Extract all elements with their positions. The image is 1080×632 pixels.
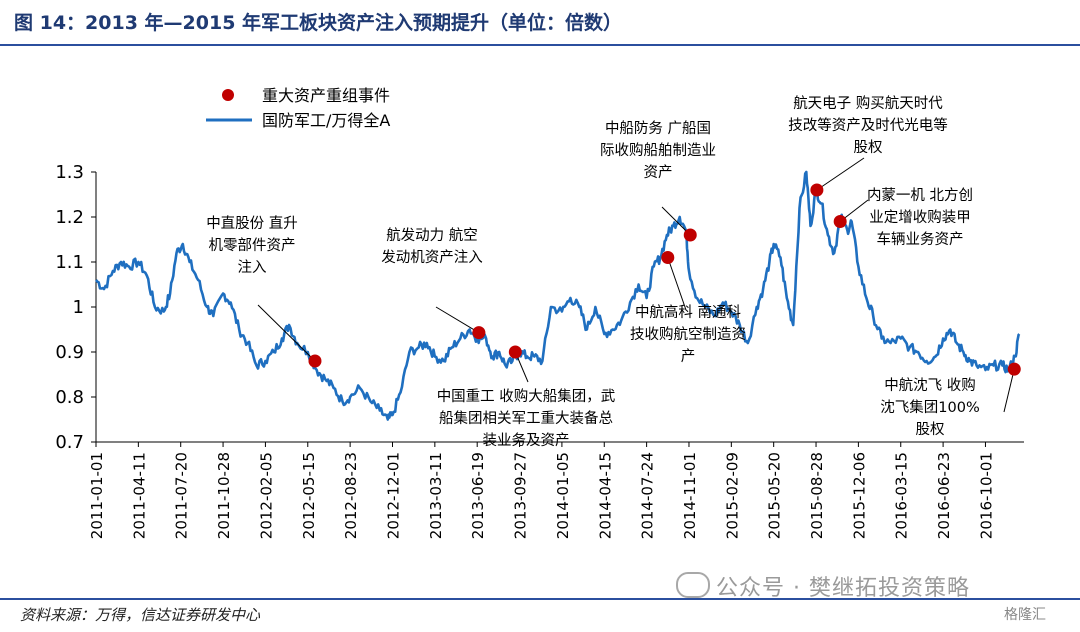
x-tick-label: 2014-11-01 xyxy=(681,452,699,539)
y-tick-label: 0.8 xyxy=(55,387,84,408)
y-tick-label: 0.7 xyxy=(55,432,84,453)
event-annotation-line: 机零部件资产 xyxy=(209,237,296,254)
x-tick-label: 2015-02-09 xyxy=(723,452,741,539)
watermark: 公众号 · 樊继拓投资策略 xyxy=(676,570,970,602)
event-annotation-line: 内蒙一机 北方创 xyxy=(867,187,973,204)
event-annotation-line: 股权 xyxy=(916,421,945,438)
footer-rule xyxy=(0,598,1080,600)
event-annotation-line: 发动机资产注入 xyxy=(381,249,483,266)
event-marker xyxy=(683,228,697,242)
event-annotation-line: 装业务及资产 xyxy=(483,432,570,449)
y-axis-ticks: 1.3 1.2 1.1 1 0.9 0.8 0.7 xyxy=(55,162,96,453)
legend-event-marker xyxy=(222,89,234,101)
x-axis-ticks: 2011-01-01 2011-04-11 2011-07-20 2011-10-28… xyxy=(88,442,995,539)
annotation-leader-line xyxy=(816,157,865,191)
event-marker xyxy=(661,251,675,264)
event-annotation-line: 中航高科 南通科 xyxy=(635,304,741,321)
event-annotation-line: 中国重工 收购大船集团，武 xyxy=(437,388,616,405)
x-tick-label: 2013-03-11 xyxy=(427,452,445,539)
y-tick-label: 1.1 xyxy=(55,252,84,273)
wechat-icon xyxy=(676,572,710,598)
event-annotation-line: 中航沈飞 收购 xyxy=(884,377,976,394)
x-tick-label: 2015-12-06 xyxy=(850,452,868,539)
series-line xyxy=(94,170,1021,421)
x-tick-label: 2015-05-20 xyxy=(766,452,784,539)
event-marker xyxy=(472,326,486,340)
y-tick-label: 1 xyxy=(73,297,84,318)
event-marker xyxy=(810,183,824,197)
annotation-leader-line xyxy=(661,206,691,236)
annotation-leader-line xyxy=(1003,368,1015,413)
event-annotation-line: 船集团相关军工重大装备总 xyxy=(439,410,613,427)
legend-event-label: 重大资产重组事件 xyxy=(262,86,390,105)
y-tick-label: 0.9 xyxy=(55,342,84,363)
event-marker xyxy=(1007,362,1021,376)
event-annotation-line: 际收购船舶制造业 xyxy=(600,142,716,159)
y-tick-label: 1.2 xyxy=(55,207,84,228)
x-tick-label: 2012-12-01 xyxy=(384,452,402,539)
event-annotation-line: 技收购航空制造资 xyxy=(630,326,746,343)
x-tick-label: 2012-05-15 xyxy=(300,452,318,539)
annotation-leader-line xyxy=(667,257,687,311)
x-tick-label: 2014-04-15 xyxy=(596,452,614,539)
legend: 重大资产重组事件 国防军工/万得全A xyxy=(206,86,390,130)
event-markers xyxy=(308,183,1021,376)
x-tick-label: 2012-08-23 xyxy=(342,452,360,539)
x-tick-label: 2016-06-23 xyxy=(935,452,953,539)
x-tick-label: 2015-08-28 xyxy=(808,452,826,539)
x-tick-label: 2011-01-01 xyxy=(88,452,106,539)
x-tick-label: 2011-04-11 xyxy=(130,452,148,539)
x-tick-label: 2013-09-27 xyxy=(512,452,530,539)
y-tick-label: 1.3 xyxy=(55,162,84,183)
x-tick-label: 2011-10-28 xyxy=(215,452,233,539)
event-annotation-line: 技改等资产及时代光电等 xyxy=(788,116,948,134)
x-tick-label: 2014-01-05 xyxy=(554,452,572,539)
event-annotation-line: 航天电子 购买航天时代 xyxy=(793,95,943,112)
chart-title: 图 14：2013 年—2015 年军工板块资产注入预期提升（单位：倍数） xyxy=(14,12,623,34)
x-tick-label: 2012-02-05 xyxy=(257,452,275,539)
event-marker xyxy=(308,354,322,368)
event-marker xyxy=(508,345,522,359)
watermark-text: 公众号 · 樊继拓投资策略 xyxy=(716,576,970,601)
annotation-leader-line xyxy=(435,306,480,334)
x-tick-label: 2016-10-01 xyxy=(977,452,995,539)
x-tick-label: 2014-07-24 xyxy=(639,452,657,539)
source-note: 资料来源：万得，信达证券研发中心 xyxy=(20,606,261,624)
event-annotation-line: 航发动力 航空 xyxy=(386,227,478,244)
event-marker xyxy=(833,215,847,228)
event-annotation-line: 沈飞集团100% xyxy=(880,399,979,416)
event-annotation-line: 中直股份 直升 xyxy=(206,215,298,232)
x-tick-label: 2011-07-20 xyxy=(173,452,191,539)
event-annotation-line: 车辆业务资产 xyxy=(877,231,964,248)
corner-logo: 格隆汇 xyxy=(1004,607,1046,623)
annotation-leader-line xyxy=(257,304,316,362)
event-annotation-line: 业定增收购装甲 xyxy=(869,209,971,226)
event-annotation-line: 产 xyxy=(681,348,696,365)
event-annotation-line: 中船防务 广船国 xyxy=(605,120,711,137)
x-tick-label: 2013-06-19 xyxy=(469,452,487,539)
legend-series-label: 国防军工/万得全A xyxy=(262,111,390,130)
event-annotation-line: 资产 xyxy=(644,164,673,181)
event-annotation-line: 注入 xyxy=(238,259,267,276)
title-rule xyxy=(0,44,1080,46)
event-annotation-line: 股权 xyxy=(854,139,883,156)
x-tick-label: 2016-03-15 xyxy=(893,452,911,539)
chart-svg: 1.3 1.2 1.1 1 0.9 0.8 0.7 2011-01-01 2011-04-11… xyxy=(55,86,1024,539)
